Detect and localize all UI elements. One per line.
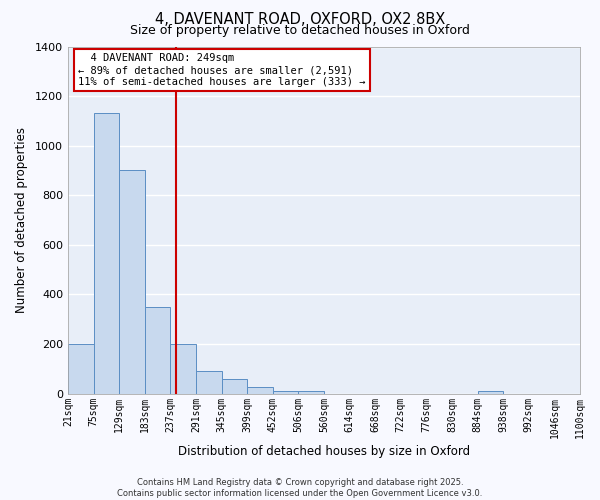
Bar [94, 114, 119, 394]
Bar [119, 170, 145, 394]
Text: Size of property relative to detached houses in Oxford: Size of property relative to detached ho… [130, 24, 470, 37]
Bar [145, 307, 170, 394]
Y-axis label: Number of detached properties: Number of detached properties [15, 127, 28, 313]
Text: 4 DAVENANT ROAD: 249sqm
← 89% of detached houses are smaller (2,591)
11% of semi: 4 DAVENANT ROAD: 249sqm ← 89% of detache… [78, 54, 365, 86]
Bar [196, 372, 221, 394]
Bar [478, 391, 503, 394]
Bar [170, 344, 196, 394]
Text: 4, DAVENANT ROAD, OXFORD, OX2 8BX: 4, DAVENANT ROAD, OXFORD, OX2 8BX [155, 12, 445, 28]
Bar [247, 388, 273, 394]
Bar [221, 379, 247, 394]
Bar [273, 391, 298, 394]
Bar [298, 391, 324, 394]
X-axis label: Distribution of detached houses by size in Oxford: Distribution of detached houses by size … [178, 444, 470, 458]
Bar [68, 344, 94, 394]
Text: Contains HM Land Registry data © Crown copyright and database right 2025.
Contai: Contains HM Land Registry data © Crown c… [118, 478, 482, 498]
